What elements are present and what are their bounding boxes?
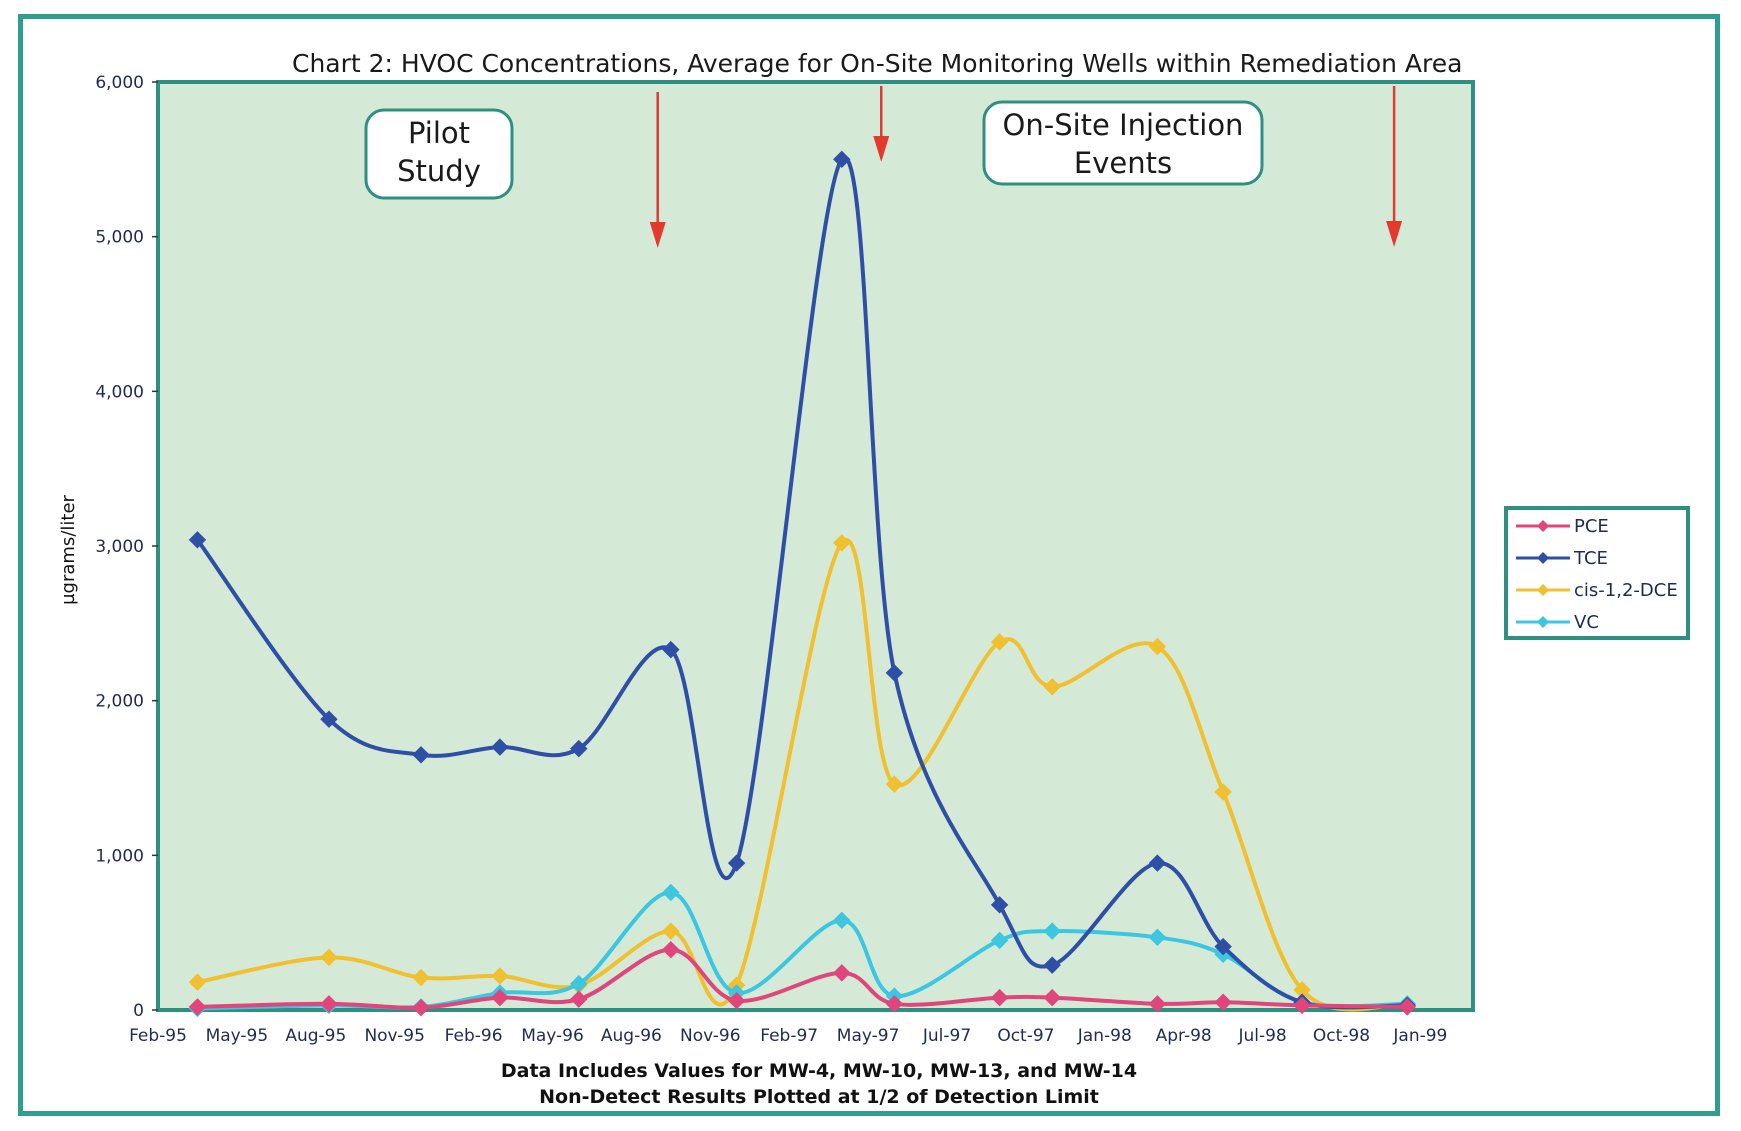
x-tick-label: Apr-98 xyxy=(1156,1026,1212,1046)
data-point-pce xyxy=(188,998,207,1016)
data-point-cis-1-2-dce xyxy=(1214,783,1232,801)
data-point-tce xyxy=(662,640,680,659)
data-point-cis-1-2-dce xyxy=(491,967,509,985)
data-point-vc xyxy=(990,931,1009,950)
data-point-tce xyxy=(885,664,904,682)
plot-layer: 0 1,000 2,000 3,000 4,000 5,000 6,000 Feb-95 May… xyxy=(95,73,1690,1046)
y-tick-label: 4,000 xyxy=(95,382,144,402)
legend-label-pce: PCE xyxy=(1574,516,1609,537)
footnote-data-includes: Data Includes Values for MW-4, MW-10, MW… xyxy=(501,1060,1137,1082)
data-point-cis-1-2-dce xyxy=(990,633,1009,651)
data-point-pce xyxy=(320,995,338,1013)
y-tick-label: 0 xyxy=(133,1001,144,1021)
footnote-non-detect: Non-Detect Results Plotted at 1/2 of Det… xyxy=(539,1086,1099,1108)
legend-marker-cis-1-2-dce xyxy=(1537,584,1549,596)
data-point-pce xyxy=(570,990,588,1008)
data-point-cis-1-2-dce xyxy=(188,973,207,991)
data-point-tce xyxy=(1043,956,1061,974)
callout-text: Pilot xyxy=(408,116,470,150)
data-point-pce xyxy=(1398,998,1416,1016)
data-point-cis-1-2-dce xyxy=(412,968,430,987)
data-point-tce xyxy=(990,896,1009,914)
data-point-vc xyxy=(662,883,680,902)
data-point-cis-1-2-dce xyxy=(320,948,338,967)
callout-text: On-Site Injection xyxy=(1003,108,1244,142)
legend-marker-pce xyxy=(1537,520,1549,532)
legend-label-tce: TCE xyxy=(1573,548,1608,569)
annotation-arrowhead xyxy=(649,222,666,248)
data-point-vc xyxy=(1043,922,1061,940)
x-tick-label: Feb-95 xyxy=(129,1026,187,1046)
annotation-arrowhead xyxy=(1386,221,1403,247)
data-point-tce xyxy=(412,746,430,764)
x-tick-label: Oct-97 xyxy=(997,1026,1054,1046)
callout-text: Events xyxy=(1074,146,1172,180)
y-tick-label: 1,000 xyxy=(95,846,144,866)
x-tick-label: Jul-98 xyxy=(1237,1026,1286,1046)
data-point-pce xyxy=(885,995,904,1013)
data-point-pce xyxy=(1293,996,1311,1015)
data-point-cis-1-2-dce xyxy=(1148,637,1167,656)
series-line-pce xyxy=(197,947,1408,1010)
x-tick-label: Feb-97 xyxy=(760,1026,818,1046)
callout-text: Study xyxy=(397,154,481,188)
x-tick-label: Nov-96 xyxy=(680,1026,741,1046)
x-tick-label: Oct-98 xyxy=(1313,1026,1370,1046)
x-tick-label: Aug-95 xyxy=(285,1026,346,1046)
x-tick-label: Jan-99 xyxy=(1392,1026,1447,1046)
x-tick-label: Aug-96 xyxy=(601,1026,662,1046)
x-tick-label: Nov-95 xyxy=(364,1026,425,1046)
x-tick-label: May-97 xyxy=(837,1026,900,1046)
x-tick-label: May-95 xyxy=(206,1026,269,1046)
data-point-vc xyxy=(833,911,851,930)
y-tick-label: 6,000 xyxy=(95,73,144,93)
y-tick-label: 3,000 xyxy=(95,537,144,557)
data-point-pce xyxy=(491,988,509,1007)
data-point-pce xyxy=(833,964,851,982)
data-point-pce xyxy=(412,998,430,1017)
legend-box xyxy=(1504,506,1690,640)
x-tick-label: Jan-98 xyxy=(1077,1026,1132,1046)
legend-marker-vc xyxy=(1537,616,1549,628)
callout-box xyxy=(982,100,1264,186)
data-point-pce xyxy=(1214,993,1232,1011)
data-point-cis-1-2-dce xyxy=(1043,678,1061,696)
data-point-pce xyxy=(990,988,1009,1007)
data-point-pce xyxy=(662,940,680,959)
y-axis-label: µgrams/liter xyxy=(58,494,79,604)
data-point-tce xyxy=(833,150,851,169)
legend-label-cis-1-2-dce: cis-1,2-DCE xyxy=(1574,580,1678,601)
x-tick-label: Jul-97 xyxy=(922,1026,971,1046)
data-point-tce xyxy=(1148,854,1167,872)
data-point-cis-1-2-dce xyxy=(885,775,904,793)
legend-marker-tce xyxy=(1537,552,1549,564)
data-point-cis-1-2-dce xyxy=(833,534,851,552)
data-point-vc xyxy=(1148,928,1167,947)
callout-box xyxy=(364,108,514,200)
data-point-tce xyxy=(188,531,207,549)
data-point-pce xyxy=(1148,995,1167,1013)
data-point-cis-1-2-dce xyxy=(662,922,680,940)
legend-label-vc: VC xyxy=(1574,612,1599,633)
plot-area xyxy=(156,80,1475,1012)
data-point-tce xyxy=(1214,937,1232,956)
data-point-pce xyxy=(727,992,746,1010)
data-point-tce xyxy=(570,739,588,758)
data-point-tce xyxy=(727,854,746,872)
y-tick-label: 2,000 xyxy=(95,692,144,712)
x-tick-label: May-96 xyxy=(521,1026,584,1046)
data-point-pce xyxy=(1043,988,1061,1007)
data-point-tce xyxy=(491,738,509,756)
annotation-arrowhead xyxy=(873,136,890,162)
y-tick-label: 5,000 xyxy=(95,228,144,248)
data-point-tce xyxy=(320,710,338,728)
chart-title: Chart 2: HVOC Concentrations, Average fo… xyxy=(292,49,1462,78)
x-tick-label: Feb-96 xyxy=(445,1026,503,1046)
